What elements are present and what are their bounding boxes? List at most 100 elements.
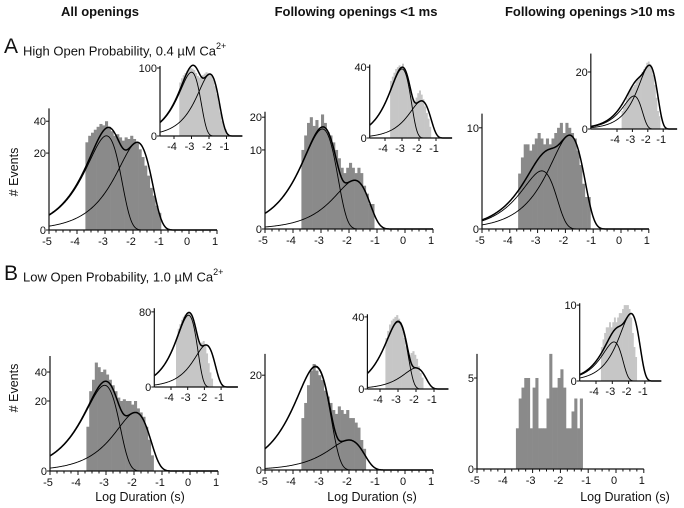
histogram-bar [212,79,215,136]
x-tick-label: -3 [626,134,636,146]
histogram-bar [321,114,325,229]
histogram-bar [312,364,316,470]
histogram-bar [617,317,620,381]
histogram-bar [576,150,580,229]
histogram-bar [150,455,154,471]
histogram-bar [184,72,187,136]
histogram-bar [605,327,608,381]
histogram-bar [529,428,533,469]
histogram-bar [186,70,189,136]
histogram-bar [318,129,322,229]
fit-sum-curve [579,312,662,382]
histogram-bar [623,106,625,129]
histogram-bar [124,137,128,230]
x-tick-label: -2 [559,235,569,247]
x-tick-label: -3 [526,475,536,487]
histogram-bar [148,439,152,471]
histogram-bar [390,80,393,138]
histogram-bar [332,410,336,470]
histogram-bar [559,122,563,229]
histogram-bar [315,370,319,470]
histogram-bar [419,372,422,389]
histogram-bar [307,122,311,229]
fit-sum-curve [159,64,243,137]
histogram-bar [387,330,390,389]
histogram-bar [421,377,424,389]
histogram-bar [658,116,661,129]
histogram-bar [557,377,561,469]
x-tick-label: -2 [198,392,208,404]
histogram-bar [618,313,621,381]
histogram-bar [89,391,93,471]
histogram-bar [568,127,572,229]
x-tick-label: -4 [610,134,620,146]
histogram-bar [371,204,375,229]
histogram-bar [221,120,224,136]
x-tick-label: -3 [531,235,541,247]
histogram-bar [337,406,341,470]
histogram-bar [323,390,327,470]
histogram-bar [197,340,200,387]
histogram-bar [187,311,190,387]
x-tick-label: -5 [475,235,485,247]
x-tick-label: -1 [638,386,648,398]
histogram-bar [546,398,550,469]
histogram-bar [543,144,547,229]
x-tick-label: 1 [212,236,218,248]
histogram-bar [113,135,117,230]
histogram-bar [574,398,578,469]
histogram-bar [147,175,151,230]
histogram-bar [626,305,629,381]
histogram-bar [99,123,103,230]
histogram-bar [650,66,653,129]
histogram-bar [205,72,208,136]
histogram-bar [365,193,369,229]
histogram-bar [412,99,415,138]
histogram-bar [640,74,642,129]
histogram-bar [613,317,616,381]
y-tick-label: 20 [34,148,46,160]
histogram-bar [326,396,330,470]
histogram-bar [217,102,220,136]
y-tick-label: 0 [468,464,474,476]
histogram-bar [323,122,327,229]
histogram-bar [363,448,367,470]
histogram-bar [587,197,591,229]
column-title-following-short: Following openings <1 ms [274,4,438,19]
histogram-bar [625,305,628,381]
histogram-bar [584,197,588,229]
histogram-bar [363,185,367,229]
histogram-bar [607,327,610,381]
histogram-bar [392,318,395,389]
histogram-bar [604,333,607,381]
histogram-bar [184,314,187,387]
histogram-bar [412,351,415,389]
histogram-bar [529,150,533,229]
y-axis-label-a: # Events [7,148,21,197]
histogram-bar [209,73,212,136]
histogram-bar [633,84,636,129]
x-tick-label: 1 [639,475,645,487]
histogram-bar [394,316,397,389]
fit-sum-curve [369,66,452,139]
panel-b-subtitle-text: Low Open Probability, 1.0 µM Ca [23,269,214,285]
histogram-bar [646,62,649,129]
y-tick-label: 5 [468,373,474,385]
y-tick-label: 0 [358,384,364,396]
histogram-bar [106,374,110,471]
y-tick-label: 0 [571,376,577,388]
y-tick-label: 40 [352,312,364,324]
histogram-bar [543,428,547,469]
x-tick-label: -3 [185,141,195,153]
y-tick-label: 0 [256,224,262,236]
x-tick-label: -4 [167,141,177,153]
histogram-bar [211,378,214,387]
histogram-bar [179,324,182,387]
histogram-bar [337,158,341,229]
histogram-bar [186,312,188,387]
chart-A-long-inset: -4 -3 -2 -1 0 20 [576,53,678,146]
histogram-bar [635,81,638,129]
x-tick-label: -2 [554,475,564,487]
y-tick-label: 0 [361,133,367,145]
